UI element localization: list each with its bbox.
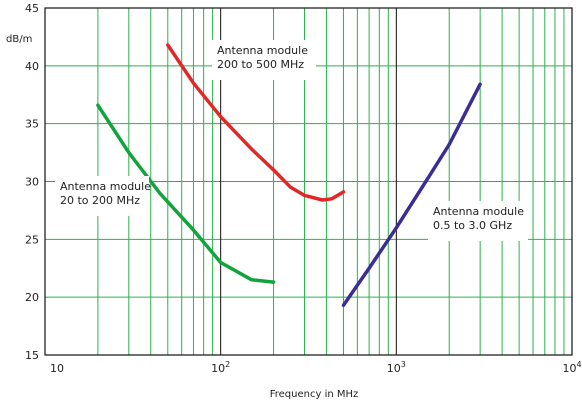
series-label-background	[428, 201, 528, 241]
y-tick-label: 15	[25, 349, 39, 362]
y-tick-label: 40	[25, 60, 39, 73]
series-label: 200 to 500 MHz	[217, 58, 304, 71]
x-axis-label: Frequency in MHz	[270, 389, 359, 400]
series-line	[166, 43, 346, 202]
series-label: 20 to 200 MHz	[60, 194, 140, 207]
plot-frame	[44, 7, 573, 356]
series-line	[341, 82, 482, 308]
series-label: Antenna module	[60, 180, 151, 193]
x-tick-label: 102	[211, 360, 230, 375]
series-label: 0.5 to 3.0 GHz	[433, 219, 512, 232]
series-line	[96, 103, 276, 284]
x-tick-label: 10	[50, 362, 64, 375]
series-label-background	[212, 40, 316, 80]
x-tick-label: 104	[562, 360, 581, 375]
series-label: Antenna module	[217, 44, 308, 57]
series-label-background	[55, 176, 149, 216]
y-tick-label: 45	[25, 2, 39, 15]
y-tick-label: 25	[25, 233, 39, 246]
x-tick-label: 103	[387, 360, 406, 375]
series-label: Antenna module	[433, 205, 524, 218]
series-layer	[96, 43, 482, 308]
y-axis-label: dB/m	[6, 34, 32, 45]
y-tick-label: 30	[25, 176, 39, 189]
y-tick-label: 35	[25, 118, 39, 131]
axes: 15 20 25 30 35 40 45 10 102 103 104	[25, 2, 582, 375]
y-tick-label: 20	[25, 291, 39, 304]
